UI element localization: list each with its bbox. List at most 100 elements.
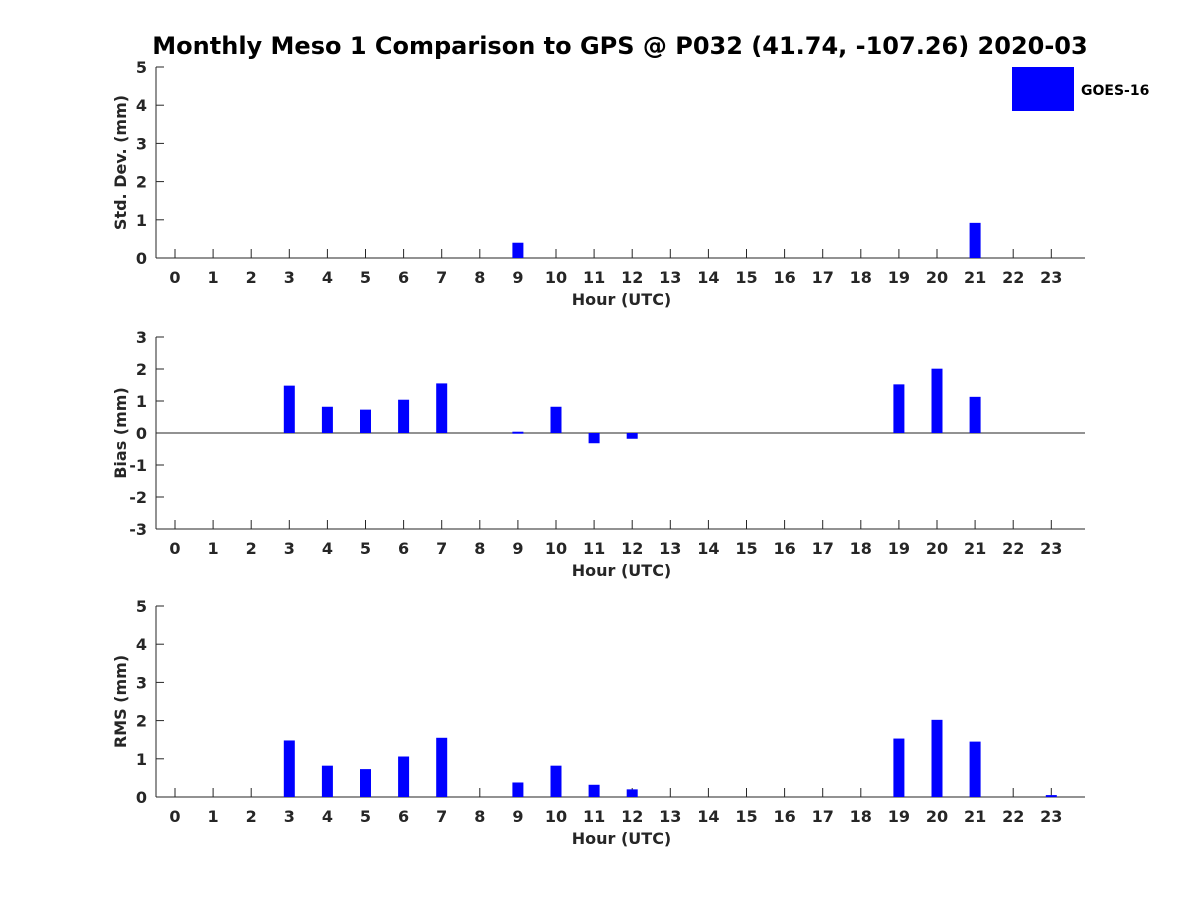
x-tick-label: 15 (735, 539, 757, 558)
y-axis-label: Bias (mm) (111, 387, 130, 479)
x-tick-label: 17 (812, 268, 834, 287)
y-tick-label: -3 (129, 520, 147, 539)
x-axis-label: Hour (UTC) (572, 561, 672, 580)
y-tick-label: 1 (136, 750, 147, 769)
x-tick-label: 7 (436, 807, 447, 826)
bar-hour-21 (969, 222, 981, 258)
x-tick-label: 20 (926, 268, 948, 287)
x-tick-label: 3 (284, 807, 295, 826)
x-axis-label: Hour (UTC) (572, 290, 672, 309)
x-tick-label: 8 (474, 807, 485, 826)
x-tick-label: 4 (322, 268, 333, 287)
x-tick-label: 9 (512, 268, 523, 287)
y-tick-label: 1 (136, 392, 147, 411)
x-tick-label: 5 (360, 539, 371, 558)
y-tick-label: 4 (136, 635, 147, 654)
x-tick-label: 14 (697, 807, 719, 826)
x-tick-label: 21 (964, 807, 986, 826)
bar-hour-5 (360, 409, 371, 433)
y-tick-label: 1 (136, 211, 147, 230)
x-tick-label: 17 (812, 539, 834, 558)
x-tick-label: 12 (621, 268, 643, 287)
x-tick-label: 0 (169, 807, 180, 826)
x-tick-label: 6 (398, 807, 409, 826)
bar-hour-6 (398, 399, 410, 433)
x-tick-label: 16 (773, 807, 795, 826)
x-tick-label: 19 (888, 268, 910, 287)
legend: GOES-16 (1012, 67, 1149, 111)
x-tick-label: 2 (246, 807, 257, 826)
x-tick-label: 1 (208, 807, 219, 826)
x-tick-label: 22 (1002, 268, 1024, 287)
x-tick-label: 0 (169, 539, 180, 558)
bar-hour-10 (550, 406, 562, 433)
x-tick-label: 18 (850, 268, 872, 287)
x-tick-label: 6 (398, 539, 409, 558)
y-tick-label: 2 (136, 360, 147, 379)
x-tick-label: 4 (322, 807, 333, 826)
x-tick-label: 11 (583, 268, 605, 287)
x-tick-label: 11 (583, 539, 605, 558)
x-tick-label: 23 (1040, 539, 1062, 558)
x-tick-label: 2 (246, 539, 257, 558)
y-tick-label: -2 (129, 488, 147, 507)
legend-label: GOES-16 (1081, 83, 1149, 99)
x-tick-label: 8 (474, 268, 485, 287)
x-tick-label: 19 (888, 807, 910, 826)
x-tick-label: 14 (697, 539, 719, 558)
bar-hour-3 (283, 740, 295, 797)
x-tick-label: 10 (545, 268, 567, 287)
x-tick-label: 21 (964, 539, 986, 558)
bar-hour-11 (588, 784, 600, 797)
y-axis-label: Std. Dev. (mm) (111, 95, 130, 230)
x-tick-label: 11 (583, 807, 605, 826)
x-tick-label: 15 (735, 807, 757, 826)
x-tick-label: 3 (284, 268, 295, 287)
x-tick-label: 18 (850, 807, 872, 826)
bar-hour-7 (436, 737, 448, 797)
bar-hour-19 (893, 738, 905, 797)
x-tick-label: 22 (1002, 539, 1024, 558)
x-tick-label: 21 (964, 268, 986, 287)
y-tick-label: 3 (136, 328, 147, 347)
y-tick-label: -1 (129, 456, 147, 475)
x-tick-label: 17 (812, 807, 834, 826)
x-tick-label: 1 (208, 268, 219, 287)
x-tick-label: 5 (360, 268, 371, 287)
bar-hour-19 (893, 384, 905, 433)
y-tick-label: 2 (136, 173, 147, 192)
bar-hour-3 (283, 385, 295, 433)
x-tick-label: 2 (246, 268, 257, 287)
x-tick-label: 23 (1040, 268, 1062, 287)
y-tick-label: 5 (136, 58, 147, 77)
x-tick-label: 1 (208, 539, 219, 558)
x-tick-label: 13 (659, 268, 681, 287)
y-tick-label: 4 (136, 96, 147, 115)
bar-hour-12 (626, 433, 638, 439)
x-tick-label: 19 (888, 539, 910, 558)
bar-hour-9 (512, 242, 524, 258)
x-tick-label: 6 (398, 268, 409, 287)
x-tick-label: 14 (697, 268, 719, 287)
x-tick-label: 20 (926, 539, 948, 558)
x-tick-label: 12 (621, 539, 643, 558)
x-tick-label: 0 (169, 268, 180, 287)
x-tick-label: 9 (512, 539, 523, 558)
x-tick-label: 16 (773, 268, 795, 287)
x-axis-label: Hour (UTC) (572, 829, 672, 848)
bar-hour-9 (512, 782, 524, 797)
x-tick-label: 4 (322, 539, 333, 558)
bar-hour-20 (931, 719, 943, 797)
x-tick-label: 10 (545, 807, 567, 826)
y-axis-label: RMS (mm) (111, 655, 130, 748)
bar-hour-6 (398, 756, 410, 797)
bar-hour-23 (1045, 795, 1057, 798)
bar-hour-21 (969, 396, 981, 433)
x-tick-label: 10 (545, 539, 567, 558)
y-tick-label: 0 (136, 424, 147, 443)
bar-hour-21 (969, 741, 981, 797)
bar-hour-5 (360, 769, 371, 797)
y-tick-label: 5 (136, 597, 147, 616)
